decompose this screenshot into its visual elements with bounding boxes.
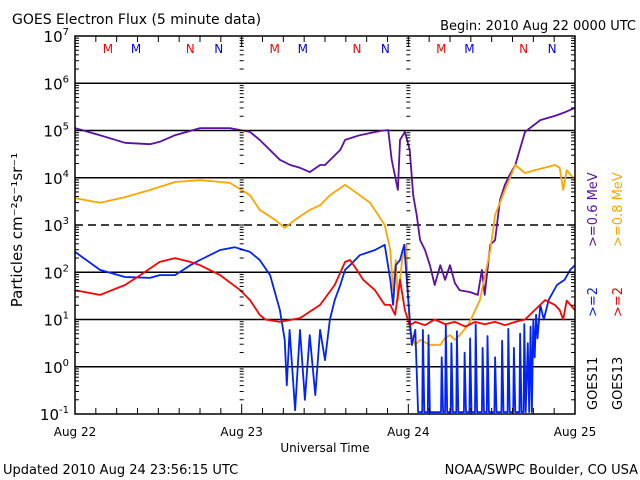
x-tick-label: Aug 24 [387,425,430,439]
credit-label: NOAA/SWPC Boulder, CO USA [445,463,638,478]
y-tick-base: 10 [44,359,63,377]
x-tick-label: Aug 25 [554,425,597,439]
y-tick-label: 107 [44,27,69,46]
series-line-goes11-0-6-mev [74,106,576,296]
y-tick-label: 101 [44,311,69,330]
y-tick-base: 10 [44,123,63,141]
series-line-goes13-0-8-mev [74,164,576,346]
y-tick-base: 10 [44,312,63,330]
legend-entry: >=2 [611,287,626,317]
updated-label: Updated 2010 Aug 24 23:56:15 UTC [3,463,238,478]
local-time-marker: N [519,42,528,56]
series-line-goes13-2-mev [74,257,576,328]
y-tick-exponent: 6 [63,74,69,85]
local-time-marker: N [352,42,361,56]
local-time-marker: N [214,42,223,56]
y-tick-exponent: 5 [63,122,69,133]
legend-entry: >=0.6 MeV [586,172,601,247]
y-tick-base: 10 [40,406,59,424]
y-tick-base: 10 [44,217,63,235]
legend-satellite-label: GOES11 [586,357,601,410]
y-tick-exponent: -1 [59,405,69,416]
local-time-marker: N [381,42,390,56]
y-tick-base: 10 [44,264,63,282]
series-line-goes11-2-mev [74,243,576,414]
local-time-marker: M [436,42,446,56]
local-time-marker: N [186,42,195,56]
y-tick-base: 10 [44,75,63,93]
local-time-marker: M [131,42,141,56]
y-tick-exponent: 1 [63,311,69,322]
y-tick-exponent: 7 [63,27,69,38]
y-tick-label: 105 [44,122,69,141]
y-tick-label: 106 [44,74,69,93]
y-tick-base: 10 [44,170,63,188]
local-time-marker: M [298,42,308,56]
legend-entry: >=2 [586,287,601,317]
legend-entry: >=0.8 MeV [611,172,626,247]
x-tick-label: Aug 22 [54,425,97,439]
y-tick-exponent: 4 [63,169,69,180]
y-tick-exponent: 2 [63,263,69,274]
local-time-marker: M [464,42,474,56]
legend-satellite-label: GOES13 [611,357,626,410]
y-tick-label: 100 [44,358,69,377]
y-tick-label: 10-1 [40,405,69,424]
y-tick-label: 104 [44,169,69,188]
x-axis-label: Universal Time [280,441,369,455]
local-time-marker: M [103,42,113,56]
y-tick-label: 102 [44,263,69,282]
x-tick-label: Aug 23 [220,425,263,439]
y-axis-label: Particles cm⁻²s⁻¹sr⁻¹ [8,153,26,307]
chart-title: GOES Electron Flux (5 minute data) [12,12,261,28]
local-time-marker: N [548,42,557,56]
begin-label: Begin: 2010 Aug 22 0000 UTC [440,19,636,34]
y-tick-base: 10 [44,28,63,46]
y-tick-exponent: 3 [63,216,69,227]
y-tick-label: 103 [44,216,69,235]
local-time-marker: M [269,42,279,56]
y-tick-exponent: 0 [63,358,69,369]
